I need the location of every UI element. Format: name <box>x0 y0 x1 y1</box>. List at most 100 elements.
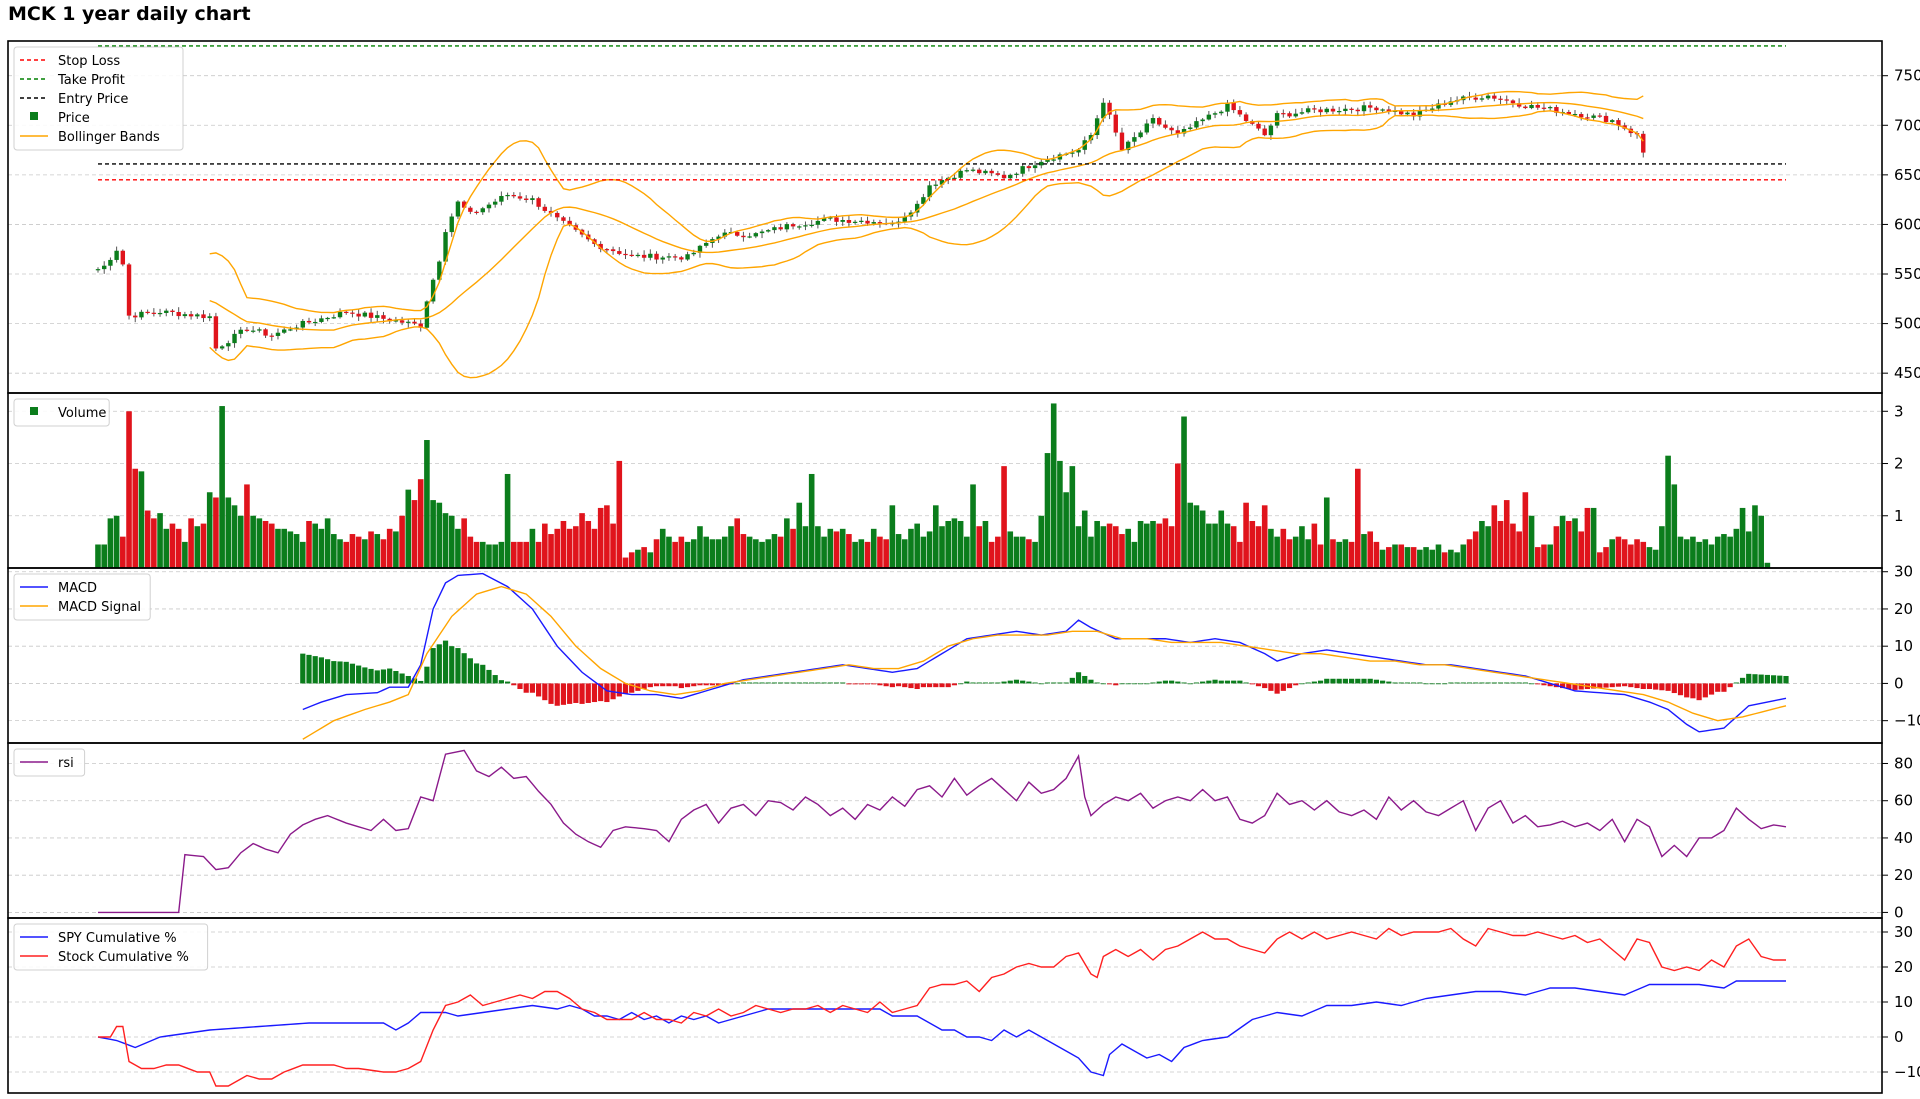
candle-body <box>480 208 485 213</box>
macd-histogram-bar <box>1075 672 1082 684</box>
candle-body <box>1368 105 1373 108</box>
macd-histogram-bar <box>753 682 759 684</box>
macd-histogram-bar <box>1150 682 1156 684</box>
candle-body <box>1206 114 1212 120</box>
macd-histogram-bar <box>995 682 1001 684</box>
volume-bar <box>1168 526 1175 568</box>
volume-bar <box>324 518 331 568</box>
macd-histogram-bar <box>442 640 449 684</box>
macd-histogram-bar <box>424 666 430 684</box>
macd-histogram-bar <box>1013 679 1020 684</box>
candle-body <box>828 217 833 219</box>
macd-histogram-bar <box>1032 682 1038 684</box>
volume-bar <box>995 536 1001 568</box>
volume-bar <box>1218 510 1225 568</box>
legend-box <box>13 573 151 621</box>
macd-histogram-bar <box>933 683 939 688</box>
volume-bar <box>151 518 157 568</box>
volume-bar <box>517 541 523 568</box>
candle-body <box>685 254 690 260</box>
macd-histogram-bar <box>778 682 784 684</box>
candle-body <box>840 220 845 222</box>
macd-histogram-bar <box>691 683 697 687</box>
volume-bar <box>1063 492 1069 568</box>
volume-bar <box>703 536 709 568</box>
candle-body <box>1107 102 1112 115</box>
y-tick-label: 0 <box>1894 903 1904 921</box>
volume-bar <box>753 539 759 568</box>
volume-bar <box>287 531 294 568</box>
volume-bar <box>312 523 319 568</box>
macd-histogram-bar <box>1243 682 1249 684</box>
volume-bar <box>616 460 623 568</box>
candle-body <box>517 196 523 199</box>
macd-histogram-bar <box>1206 680 1212 684</box>
volume-bar <box>1162 518 1169 568</box>
candle-body <box>1591 115 1596 118</box>
y-tick-label: 10 <box>1894 993 1913 1011</box>
macd-histogram-bar <box>1708 683 1715 695</box>
volume-bar <box>1187 502 1194 568</box>
macd-histogram-bar <box>430 648 436 684</box>
macd-histogram-bar <box>1311 681 1317 684</box>
macd-histogram-bar <box>1386 681 1392 684</box>
volume-bar <box>225 497 232 568</box>
candle-body <box>871 222 876 224</box>
candle-body <box>1237 110 1243 115</box>
y-tick-label: 30 <box>1894 923 1913 941</box>
volume-bar <box>939 526 945 568</box>
macd-histogram-bar <box>1020 680 1026 684</box>
candle-body <box>114 250 119 260</box>
candle-body <box>226 343 231 347</box>
macd-histogram-bar <box>653 683 660 687</box>
macd-histogram-bar <box>331 661 337 684</box>
macd-histogram-bar <box>598 683 604 702</box>
macd-histogram-bar <box>1348 678 1355 684</box>
macd-histogram-bar <box>579 683 585 704</box>
macd-histogram-bar <box>709 683 715 686</box>
volume-bar <box>951 518 958 568</box>
candle-body <box>492 201 498 205</box>
macd-histogram-bar <box>1131 683 1137 685</box>
candle-body <box>1001 174 1007 179</box>
macd-histogram-bar <box>1746 673 1752 684</box>
candle-body <box>1473 97 1478 100</box>
volume-bar <box>1727 536 1733 568</box>
macd-histogram-bar <box>951 683 958 686</box>
candle-body <box>1485 95 1491 99</box>
volume-bar <box>306 520 312 568</box>
volume-bar <box>213 497 219 568</box>
volume-bar <box>237 515 244 568</box>
macd-histogram-bar <box>740 682 747 684</box>
candle-body <box>350 312 355 314</box>
candle-body <box>1039 161 1044 166</box>
candle-body <box>1169 127 1174 131</box>
volume-bar <box>380 539 387 568</box>
panel-frame <box>7 742 1883 919</box>
candle-body <box>1597 115 1603 117</box>
volume-bar <box>597 507 604 568</box>
volume-bar <box>132 468 139 568</box>
candle-body <box>201 314 206 319</box>
macd-histogram-bar <box>387 668 393 684</box>
volume-bar <box>163 528 170 568</box>
macd-histogram-bar <box>790 682 796 684</box>
candle-body <box>120 250 126 265</box>
volume-bar <box>877 536 883 568</box>
volume-bar <box>120 536 126 568</box>
volume-bar <box>765 539 772 568</box>
legend-label: Entry Price <box>58 92 128 107</box>
volume-bar <box>1553 526 1560 568</box>
macd-histogram-bar <box>852 683 858 685</box>
candle-body <box>921 197 926 204</box>
volume-bar <box>1677 536 1684 568</box>
candle-body <box>325 317 330 320</box>
candle-body <box>219 346 225 349</box>
volume-bar <box>1175 463 1181 568</box>
y-tick-label: 40 <box>1894 829 1913 847</box>
y-tick-label: 2 <box>1894 455 1904 473</box>
candle-body <box>952 177 957 179</box>
candle-body <box>213 316 219 349</box>
macd-histogram-bar <box>666 683 672 687</box>
volume-bar <box>219 406 225 568</box>
